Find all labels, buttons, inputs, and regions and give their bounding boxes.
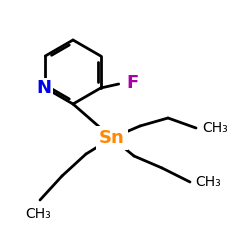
Text: CH₃: CH₃ <box>195 175 221 189</box>
Text: CH₃: CH₃ <box>25 207 51 221</box>
Text: CH₃: CH₃ <box>202 121 228 135</box>
Text: N: N <box>37 79 52 97</box>
Text: Sn: Sn <box>99 129 125 147</box>
Text: F: F <box>127 74 139 92</box>
